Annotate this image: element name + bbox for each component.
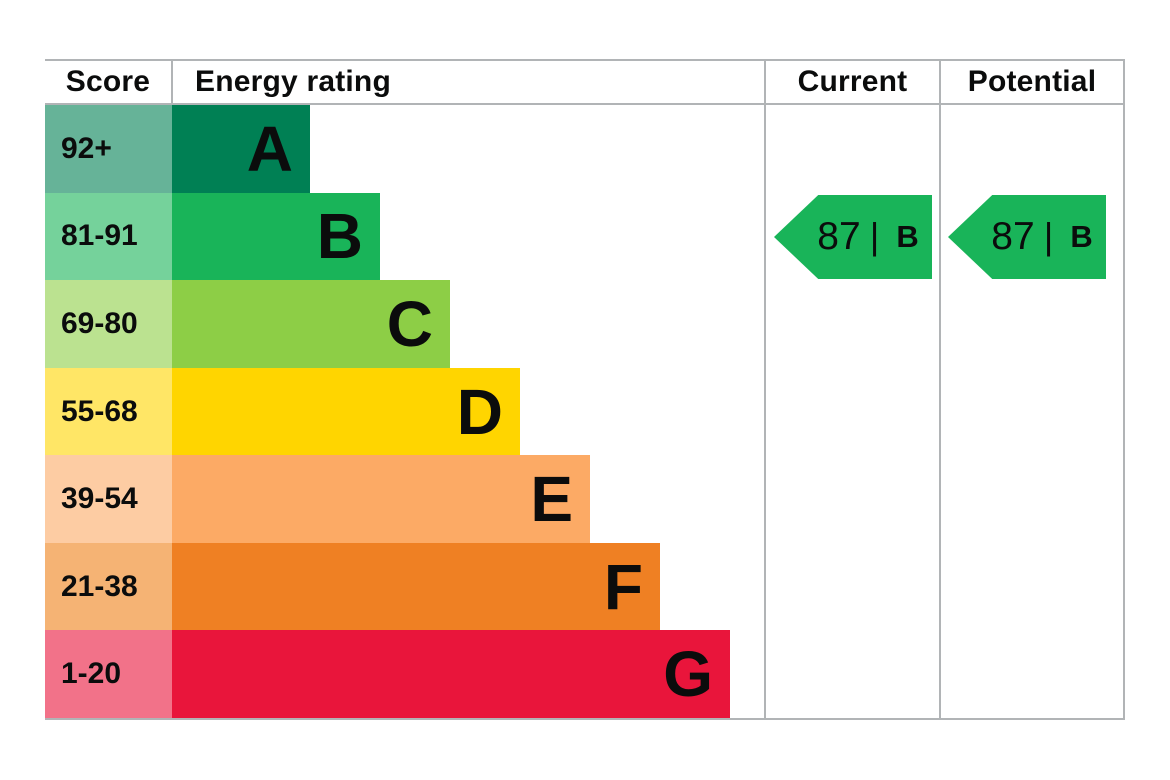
band-letter-a: A <box>246 112 293 185</box>
band-bar-a: A <box>172 105 310 193</box>
band-row-b: 81-91 B <box>45 192 745 281</box>
current-score-value: 87 <box>817 215 861 258</box>
band-row-d: 55-68 D <box>45 367 745 456</box>
band-row-g: 1-20 G <box>45 630 745 719</box>
column-header-score: Score <box>65 65 151 98</box>
potential-separator: | <box>1043 216 1054 257</box>
band-bar-f: F <box>172 542 660 631</box>
current-rating-arrow: 87 | B <box>774 195 932 279</box>
column-header-current: Current <box>797 65 908 98</box>
potential-score-value: 87 <box>991 215 1035 258</box>
band-rows: 92+ A 81-91 B 69-80 C 55-68 D 39-54 <box>45 105 745 719</box>
band-row-f: 21-38 F <box>45 542 745 631</box>
band-bar-e: E <box>172 455 590 543</box>
score-range-d: 55-68 <box>45 367 172 456</box>
score-range-a: 92+ <box>45 105 172 193</box>
current-band-letter: B <box>896 219 919 254</box>
band-bar-c: C <box>172 280 450 368</box>
divider-rating-current <box>764 59 766 720</box>
divider-score-rating <box>171 59 173 105</box>
band-row-e: 39-54 E <box>45 455 745 543</box>
table-border-top <box>45 59 1125 61</box>
band-row-c: 69-80 C <box>45 280 745 368</box>
band-letter-g: G <box>663 638 713 711</box>
potential-band-letter: B <box>1070 219 1093 254</box>
band-letter-b: B <box>316 200 363 273</box>
potential-rating-arrow: 87 | B <box>948 195 1106 279</box>
score-range-f: 21-38 <box>45 542 172 631</box>
band-letter-d: D <box>456 375 503 448</box>
band-bar-d: D <box>172 367 520 456</box>
band-row-a: 92+ A <box>45 105 745 193</box>
band-bar-b: B <box>172 192 380 281</box>
band-letter-c: C <box>386 287 433 360</box>
score-range-e: 39-54 <box>45 455 172 543</box>
table-border-right <box>1123 59 1125 720</box>
column-header-energy-rating: Energy rating <box>195 65 391 98</box>
score-range-g: 1-20 <box>45 630 172 719</box>
current-separator: | <box>869 216 880 257</box>
column-header-potential: Potential <box>967 65 1097 98</box>
band-letter-f: F <box>603 550 643 623</box>
band-bar-g: G <box>172 630 730 719</box>
score-range-b: 81-91 <box>45 192 172 281</box>
score-range-c: 69-80 <box>45 280 172 368</box>
table-header-underline <box>45 103 1125 105</box>
divider-current-potential <box>939 59 941 720</box>
band-letter-e: E <box>530 463 573 536</box>
table-border-bottom <box>45 718 1125 720</box>
